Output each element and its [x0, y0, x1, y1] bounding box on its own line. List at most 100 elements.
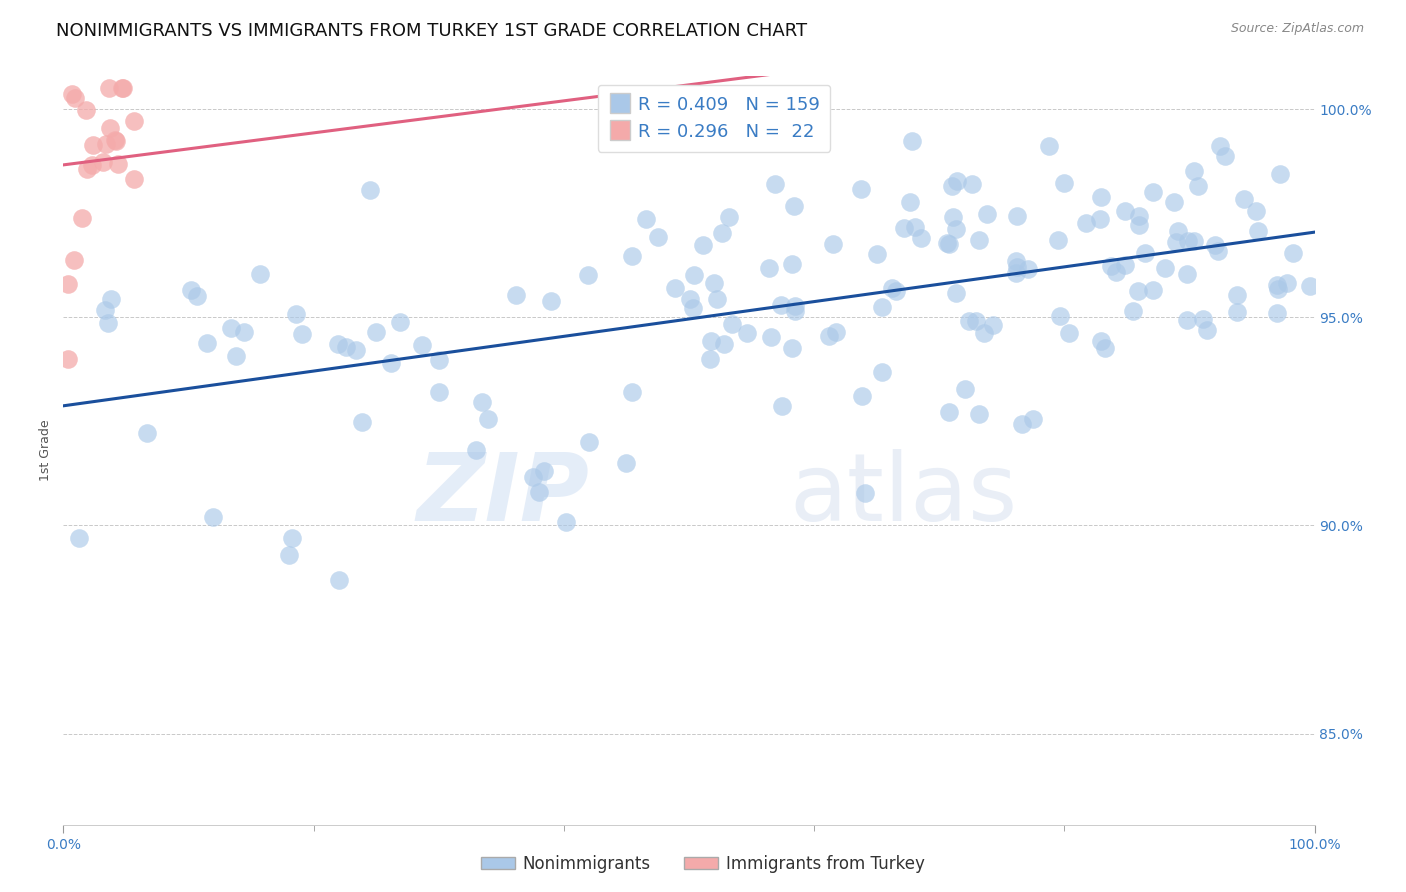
Point — [104, 133, 127, 147]
Point — [1142, 185, 1164, 199]
Point — [180, 283, 202, 297]
Point — [112, 81, 135, 95]
Point — [291, 326, 314, 341]
Point — [67, 531, 90, 545]
Point — [1244, 203, 1267, 218]
Point — [682, 301, 704, 315]
Point — [763, 177, 786, 191]
Point — [728, 94, 751, 108]
Point — [344, 343, 367, 358]
Point — [825, 325, 848, 339]
Point — [75, 103, 97, 117]
Point — [679, 292, 702, 306]
Point — [1047, 233, 1070, 247]
Text: atlas: atlas — [789, 450, 1018, 541]
Point — [97, 317, 120, 331]
Point — [1226, 288, 1249, 302]
Point — [281, 531, 304, 545]
Point — [107, 157, 129, 171]
Point — [1187, 178, 1209, 193]
Point — [576, 268, 599, 282]
Point — [703, 276, 725, 290]
Point — [1126, 284, 1149, 298]
Point — [135, 425, 157, 440]
Point — [219, 321, 242, 335]
Legend: R = 0.409   N = 159, R = 0.296   N =  22: R = 0.409 N = 159, R = 0.296 N = 22 — [598, 85, 831, 152]
Point — [967, 233, 990, 247]
Point — [647, 229, 669, 244]
Point — [1094, 341, 1116, 355]
Point — [465, 443, 488, 458]
Text: ZIP: ZIP — [416, 450, 589, 541]
Point — [285, 307, 308, 321]
Point — [849, 182, 872, 196]
Point — [335, 341, 357, 355]
Point — [1142, 283, 1164, 297]
Point — [616, 456, 638, 470]
Point — [706, 292, 728, 306]
Point — [945, 222, 967, 236]
Point — [957, 314, 980, 328]
Point — [427, 352, 450, 367]
Point — [942, 211, 965, 225]
Point — [823, 237, 845, 252]
Point — [411, 338, 433, 352]
Point — [1275, 276, 1298, 290]
Point — [225, 349, 247, 363]
Point — [389, 315, 412, 329]
Point — [1191, 312, 1213, 326]
Point — [783, 199, 806, 213]
Point — [699, 351, 721, 366]
Point — [1114, 258, 1136, 272]
Point — [277, 548, 299, 562]
Point — [1022, 411, 1045, 425]
Point — [96, 136, 118, 151]
Point — [1270, 167, 1292, 181]
Point — [70, 211, 93, 226]
Point — [1099, 259, 1122, 273]
Point — [1090, 189, 1112, 203]
Point — [717, 210, 740, 224]
Point — [1197, 323, 1219, 337]
Text: Source: ZipAtlas.com: Source: ZipAtlas.com — [1230, 22, 1364, 36]
Point — [692, 238, 714, 252]
Point — [1177, 268, 1199, 282]
Point — [359, 183, 381, 197]
Point — [936, 236, 959, 251]
Point — [1206, 244, 1229, 258]
Point — [1011, 417, 1033, 431]
Point — [232, 326, 254, 340]
Point — [104, 134, 127, 148]
Point — [1122, 304, 1144, 318]
Point — [527, 485, 550, 500]
Point — [60, 87, 83, 101]
Point — [1213, 149, 1236, 163]
Point — [769, 298, 792, 312]
Point — [898, 195, 921, 210]
Point — [555, 515, 578, 529]
Point — [1004, 266, 1026, 280]
Point — [1182, 235, 1205, 249]
Point — [1175, 312, 1198, 326]
Legend: Nonimmigrants, Immigrants from Turkey: Nonimmigrants, Immigrants from Turkey — [474, 848, 932, 880]
Point — [1167, 224, 1189, 238]
Point — [853, 485, 876, 500]
Point — [1247, 224, 1270, 238]
Point — [1184, 164, 1206, 178]
Point — [98, 81, 121, 95]
Point — [759, 330, 782, 344]
Point — [100, 292, 122, 306]
Point — [1226, 305, 1249, 319]
Point — [782, 257, 804, 271]
Point — [1090, 334, 1112, 348]
Point — [471, 394, 494, 409]
Point — [56, 351, 79, 366]
Point — [1017, 261, 1039, 276]
Point — [772, 399, 794, 413]
Point — [380, 356, 402, 370]
Point — [76, 161, 98, 176]
Point — [80, 158, 103, 172]
Y-axis label: 1st Grade: 1st Grade — [39, 419, 52, 482]
Point — [1057, 326, 1080, 340]
Point — [1267, 282, 1289, 296]
